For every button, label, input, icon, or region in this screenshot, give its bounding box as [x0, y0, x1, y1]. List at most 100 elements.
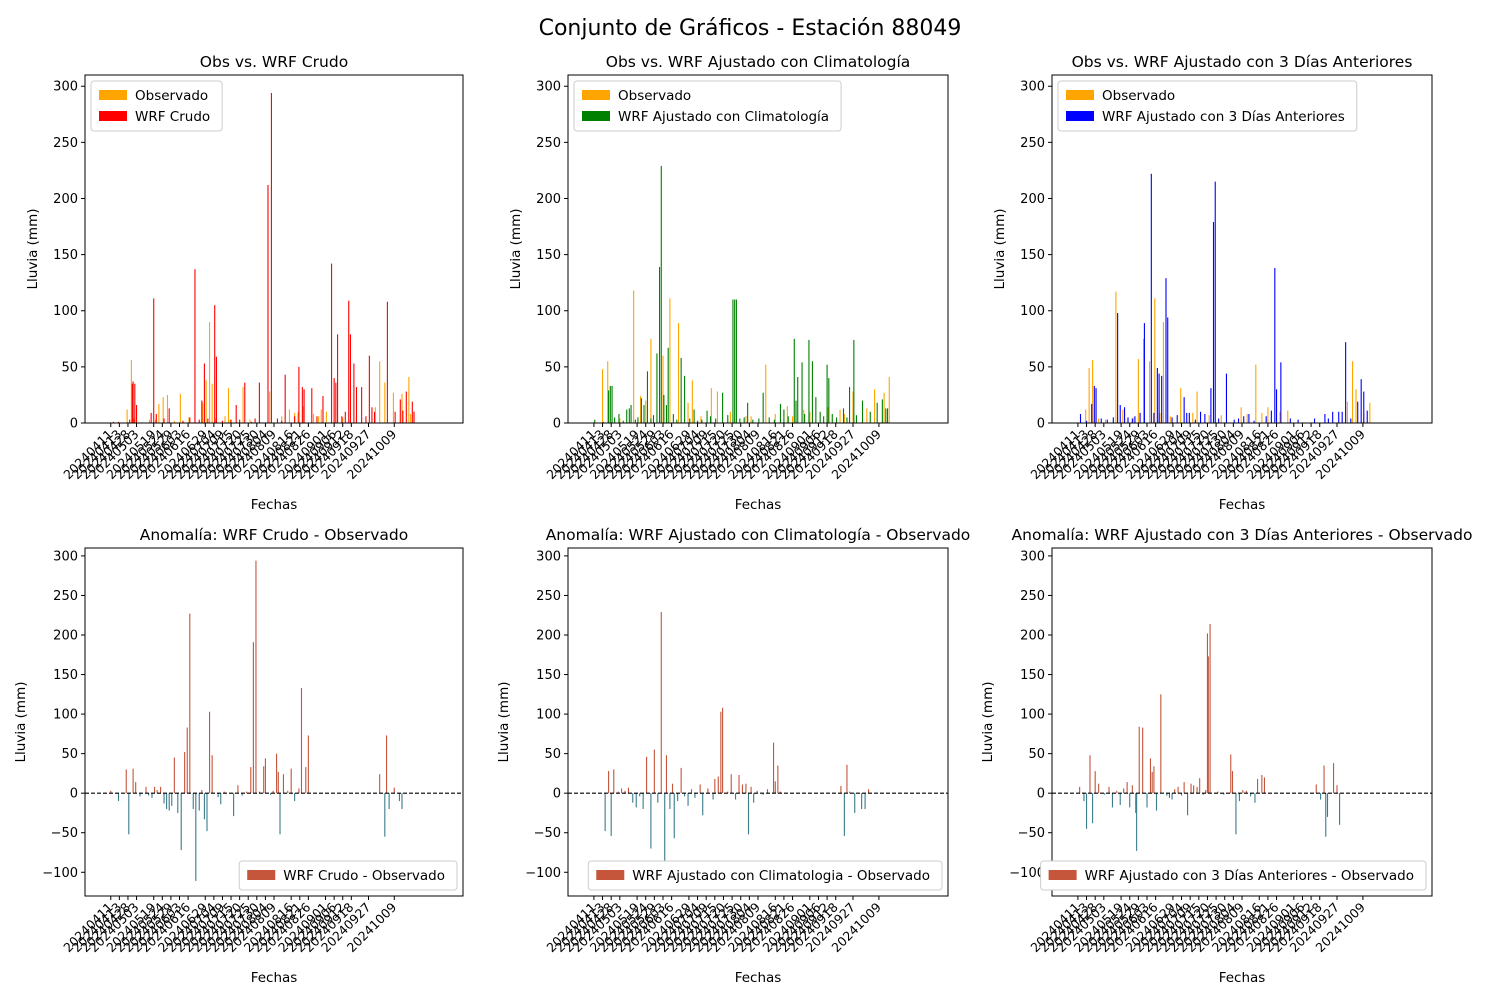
legend-frame — [238, 860, 458, 891]
bar-wrf-crudo — [153, 298, 155, 423]
chart-obs-vs-wrf-crudo: Obs vs. WRF Crudo05010015020025030020240… — [25, 53, 464, 513]
bar-observado — [312, 414, 315, 423]
bar-wrf-crudo — [112, 421, 114, 423]
bar-wrf-ajustado-con-climatologia — [861, 400, 864, 423]
bar-wrf-crudo-observado — [192, 793, 194, 809]
bar-wrf-crudo — [355, 387, 358, 423]
bar-wrf-ajustado-con-climatologia — [869, 411, 871, 423]
bar-wrf-ajustado-con-3-dias-anteriores — [1127, 417, 1129, 423]
bar-observado — [803, 409, 805, 423]
bar-wrf-crudo — [117, 421, 120, 423]
bar-wrf-crudo-observado — [156, 790, 158, 794]
bar-wrf-ajustado-con-3-dias-anteriores-observado — [1094, 771, 1096, 794]
bar-wrf-crudo — [168, 408, 170, 423]
bar-wrf-ajustado-con-climatologia — [842, 408, 845, 423]
bar-wrf-crudo-observado — [135, 782, 137, 794]
bar-wrf-ajustado-con-3-dias-anteriores — [1158, 373, 1160, 423]
y-tick-label: −50 — [534, 826, 561, 841]
bar-wrf-crudo — [155, 414, 157, 423]
bar-wrf-ajustado-con-climatologia-observado — [646, 756, 648, 794]
y-tick-label: 250 — [53, 589, 78, 604]
bar-wrf-ajustado-con-climatologia — [797, 376, 799, 423]
bar-wrf-ajustado-con-3-dias-anteriores — [1214, 181, 1216, 423]
bar-wrf-crudo — [239, 419, 241, 423]
y-tick-label: 100 — [53, 708, 78, 723]
bar-wrf-ajustado-con-3-dias-anteriores-observado — [1250, 793, 1252, 797]
bar-wrf-crudo — [215, 356, 217, 423]
chart-title: Anomalía: WRF Crudo - Observado — [140, 526, 409, 544]
y-tick-label: 300 — [1020, 549, 1045, 564]
bar-wrf-ajustado-con-climatologia-observado — [745, 783, 747, 794]
chart-title: Anomalía: WRF Ajustado con Climatología … — [546, 526, 971, 544]
bar-wrf-ajustado-con-climatologia — [602, 421, 604, 423]
bar-wrf-crudo-observado — [250, 767, 252, 794]
bar-observado — [640, 396, 642, 423]
bar-wrf-ajustado-con-climatologia-observado — [722, 707, 724, 794]
legend-swatch — [1066, 90, 1094, 100]
bar-observado — [839, 409, 841, 423]
x-axis-label: Fechas — [251, 970, 298, 986]
bar-wrf-crudo-observado — [110, 790, 112, 794]
y-tick-label: 100 — [1020, 304, 1045, 319]
bar-wrf-ajustado-con-climatologia — [660, 165, 662, 423]
bar-observado — [1352, 361, 1354, 423]
bar-observado — [401, 393, 403, 423]
bar-wrf-ajustado-con-3-dias-anteriores-observado — [1187, 793, 1189, 816]
y-tick-label: −100 — [42, 866, 78, 881]
bar-observado — [379, 361, 381, 423]
bar-wrf-ajustado-con-3-dias-anteriores-observado — [1254, 793, 1256, 803]
figure-title: Conjunto de Gráficos - Estación 88049 — [538, 16, 962, 41]
y-tick-label: 300 — [1020, 80, 1045, 95]
bar-observado — [325, 411, 327, 423]
bar-wrf-crudo — [201, 400, 203, 423]
bar-wrf-ajustado-con-climatologia — [743, 417, 745, 423]
y-tick-label: −50 — [51, 826, 78, 841]
bar-wrf-crudo — [270, 92, 272, 424]
y-tick-label: 0 — [553, 787, 561, 802]
y-tick-label: 50 — [61, 360, 78, 375]
bar-observado — [1246, 414, 1248, 423]
bar-wrf-ajustado-con-3-dias-anteriores — [1100, 418, 1102, 423]
bar-wrf-ajustado-con-climatologia — [734, 299, 736, 423]
y-tick-label: 250 — [1020, 136, 1045, 151]
bar-wrf-ajustado-con-climatologia-observado — [669, 793, 671, 809]
bar-wrf-ajustado-con-climatologia — [640, 398, 642, 423]
bar-observado — [126, 409, 128, 423]
bar-wrf-ajustado-con-climatologia — [614, 417, 616, 423]
bar-observado — [1220, 415, 1222, 423]
bar-wrf-crudo-observado — [398, 793, 400, 802]
y-axis-label: Lluvia (mm) — [496, 682, 512, 763]
bar-wrf-ajustado-con-climatologia-observado — [777, 765, 779, 794]
bar-wrf-ajustado-con-3-dias-anteriores-observado — [1160, 694, 1162, 794]
chart-obs-vs-wrf-ajustado-climatologia: Obs vs. WRF Ajustado con Climatología 0 50… — [508, 53, 949, 513]
bar-wrf-crudo — [386, 301, 388, 423]
bar-observado — [745, 416, 747, 423]
bar-wrf-ajustado-con-climatologia — [752, 419, 754, 423]
bar-observado — [205, 380, 207, 423]
bar-wrf-ajustado-con-3-dias-anteriores — [1338, 411, 1340, 423]
bar-observado — [133, 418, 135, 423]
bar-wrf-ajustado-con-climatologia-observado — [756, 790, 758, 794]
bar-wrf-ajustado-con-3-dias-anteriores — [1341, 411, 1343, 423]
legend-swatch — [1066, 111, 1094, 121]
bar-wrf-ajustado-con-3-dias-anteriores — [1188, 412, 1190, 423]
bar-observado — [883, 392, 885, 423]
y-tick-label: 250 — [1020, 589, 1045, 604]
bar-wrf-ajustado-con-3-dias-anteriores-observado — [1242, 790, 1244, 794]
chart-title: Obs vs. WRF Crudo — [200, 53, 348, 71]
bar-wrf-ajustado-con-climatologia — [684, 375, 686, 423]
x-axis-label: Fechas — [735, 497, 782, 513]
bar-wrf-ajustado-con-climatologia-observado — [717, 776, 719, 794]
bar-observado — [158, 403, 160, 423]
bar-wrf-crudo-observado — [186, 727, 188, 794]
bar-wrf-ajustado-con-3-dias-anteriores — [1165, 278, 1167, 423]
bar-wrf-ajustado-con-climatologia — [779, 403, 781, 423]
bar-wrf-ajustado-con-3-dias-anteriores — [1143, 323, 1145, 423]
bar-wrf-ajustado-con-climatologia — [676, 419, 678, 423]
bar-observado — [691, 380, 693, 423]
bar-observado — [384, 382, 386, 423]
bar-wrf-ajustado-con-3-dias-anteriores-observado — [1083, 793, 1085, 802]
y-tick-label: 0 — [70, 787, 78, 802]
y-tick-label: 300 — [536, 549, 561, 564]
bar-wrf-ajustado-con-3-dias-anteriores-observado — [1174, 789, 1176, 794]
